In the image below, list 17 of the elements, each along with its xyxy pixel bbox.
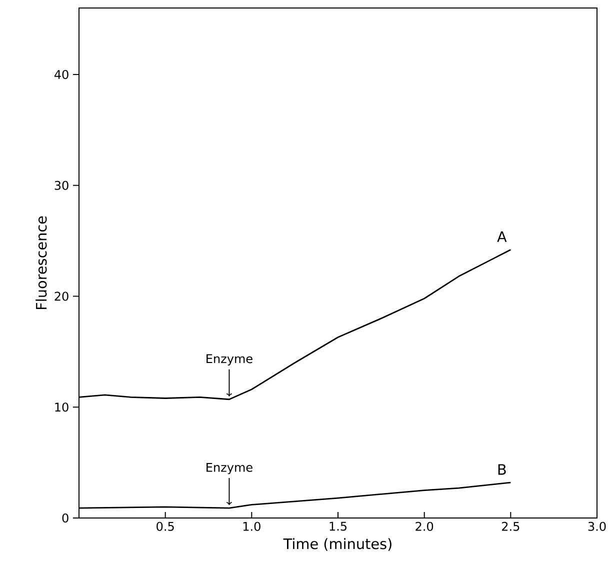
x-tick-label: 1.5 (330, 522, 346, 531)
y-tick-label: 30 (54, 180, 68, 190)
x-tick-label: 2.0 (416, 522, 434, 531)
y-tick-label: 0 (62, 513, 68, 523)
y-tick-label: 20 (54, 292, 68, 301)
series-label: B (498, 464, 506, 475)
x-tick-label: 2.5 (502, 522, 520, 531)
x-tick-label: 3.0 (588, 522, 606, 531)
annotation: Enzyme (206, 462, 252, 474)
x-tick-label: 1.0 (243, 522, 260, 531)
x-tick-label: 0.5 (156, 522, 174, 531)
y-tick-label: 10 (55, 402, 68, 412)
annotation: Enzyme (206, 354, 252, 366)
x-axis-title: Time (minutes) (283, 538, 392, 551)
y-tick-label: 40 (54, 70, 68, 80)
y-axis-title: Fluorescence (36, 216, 47, 310)
series-label: A (497, 231, 507, 242)
